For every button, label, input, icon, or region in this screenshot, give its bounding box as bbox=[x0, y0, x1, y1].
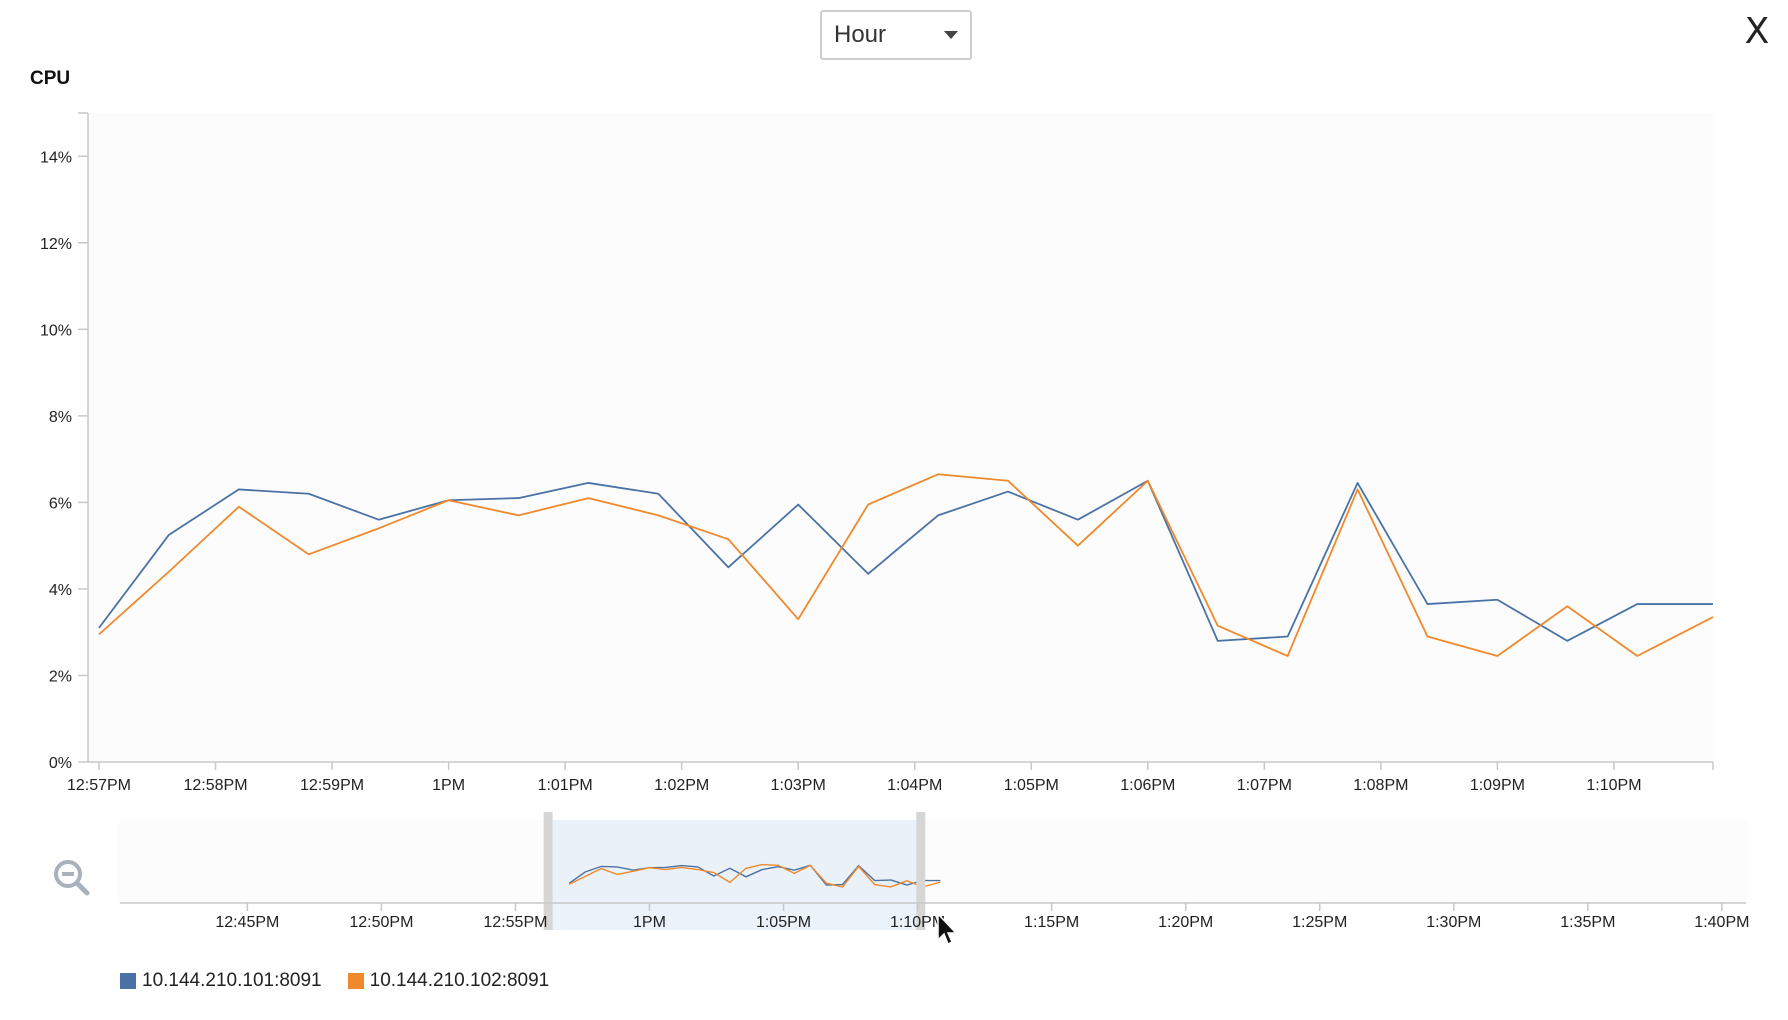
x-tick-label: 1PM bbox=[432, 777, 465, 794]
navigator[interactable]: 12:45PM 12:50PM 12:55PM 1PM 1:05PM 1:10PM 1:15… bbox=[118, 812, 1749, 931]
navigator-tick-label: 1:15PM bbox=[1024, 914, 1079, 931]
y-axis: 0% 2% 4% 6% 8% 10% 12% 14% bbox=[40, 112, 89, 772]
navigator-tick-label: 1:25PM bbox=[1292, 914, 1347, 931]
navigator-line-1 bbox=[568, 864, 941, 886]
navigator-handle-right[interactable] bbox=[916, 812, 926, 930]
x-tick-label: 1:10PM bbox=[1586, 777, 1641, 794]
y-tick-label: 8% bbox=[49, 409, 72, 426]
legend-swatch bbox=[120, 973, 136, 989]
navigator-x-axis: 12:45PM 12:50PM 12:55PM 1PM 1:05PM 1:10PM 1:15… bbox=[120, 902, 1749, 931]
mouse-pointer-icon bbox=[937, 912, 958, 946]
time-range-value: Hour bbox=[834, 21, 887, 48]
navigator-background bbox=[118, 820, 1748, 903]
navigator-tick-label: 12:45PM bbox=[215, 914, 279, 931]
x-axis: 12:57PM 12:58PM 12:59PM 1PM 1:01PM 1:02PM 1:03… bbox=[67, 761, 1714, 794]
legend-item-series-1[interactable]: 10.144.210.101:8091 bbox=[120, 970, 322, 992]
y-tick-label: 14% bbox=[40, 149, 72, 166]
navigator-tick-label: 12:55PM bbox=[483, 914, 547, 931]
navigator-tick-label: 1:20PM bbox=[1158, 914, 1213, 931]
y-tick-label: 4% bbox=[49, 582, 72, 599]
y-tick-label: 2% bbox=[49, 668, 72, 685]
legend-swatch bbox=[347, 973, 364, 989]
navigator-handle-left[interactable] bbox=[543, 812, 553, 930]
x-tick-label: 1:02PM bbox=[654, 777, 709, 794]
y-tick-label: 6% bbox=[49, 495, 72, 512]
series-layer bbox=[98, 473, 1714, 657]
series-line-1 bbox=[98, 479, 1713, 642]
x-tick-label: 1:07PM bbox=[1237, 777, 1292, 794]
navigator-series bbox=[568, 863, 941, 888]
navigator-tick-label: 1:10PM bbox=[890, 914, 945, 931]
x-tick-label: 12:57PM bbox=[67, 777, 131, 794]
zoom-out-button[interactable] bbox=[52, 858, 92, 898]
legend-label: 10.144.210.102:8091 bbox=[369, 970, 550, 991]
x-tick-label: 1:03PM bbox=[771, 777, 826, 794]
navigator-tick-label: 1:35PM bbox=[1560, 914, 1615, 931]
series-line-2 bbox=[98, 473, 1714, 657]
legend-item-series-2[interactable]: 10.144.210.102:8091 bbox=[347, 970, 550, 992]
x-tick-label: 1:09PM bbox=[1470, 777, 1525, 794]
x-tick-label: 1:08PM bbox=[1353, 777, 1408, 794]
chart-title: CPU bbox=[30, 68, 71, 89]
navigator-tick-label: 1PM bbox=[633, 914, 666, 931]
x-tick-label: 1:06PM bbox=[1120, 777, 1175, 794]
y-tick-label: 10% bbox=[40, 322, 72, 339]
x-tick-label: 1:01PM bbox=[538, 777, 593, 794]
navigator-selection[interactable] bbox=[547, 820, 921, 930]
plot-background bbox=[88, 113, 1713, 762]
zoom-out-icon bbox=[54, 860, 90, 896]
x-tick-label: 1:05PM bbox=[1004, 777, 1059, 794]
navigator-tick-label: 1:40PM bbox=[1694, 914, 1749, 931]
navigator-line-2 bbox=[568, 863, 941, 888]
legend-label: 10.144.210.101:8091 bbox=[142, 970, 322, 991]
chevron-down-icon bbox=[944, 31, 958, 39]
y-tick-label: 12% bbox=[40, 236, 72, 253]
y-tick-label: 0% bbox=[49, 755, 72, 772]
close-button[interactable]: X bbox=[1744, 11, 1770, 52]
time-range-select[interactable]: Hour bbox=[820, 10, 972, 60]
x-tick-label: 12:59PM bbox=[300, 777, 364, 794]
navigator-tick-label: 1:30PM bbox=[1426, 914, 1481, 931]
navigator-tick-label: 1:05PM bbox=[756, 914, 811, 931]
legend: 10.144.210.101:8091 10.144.210.102:8091 bbox=[120, 970, 575, 992]
x-tick-label: 1:04PM bbox=[887, 777, 942, 794]
x-tick-label: 12:58PM bbox=[184, 777, 248, 794]
navigator-tick-label: 12:50PM bbox=[349, 914, 413, 931]
